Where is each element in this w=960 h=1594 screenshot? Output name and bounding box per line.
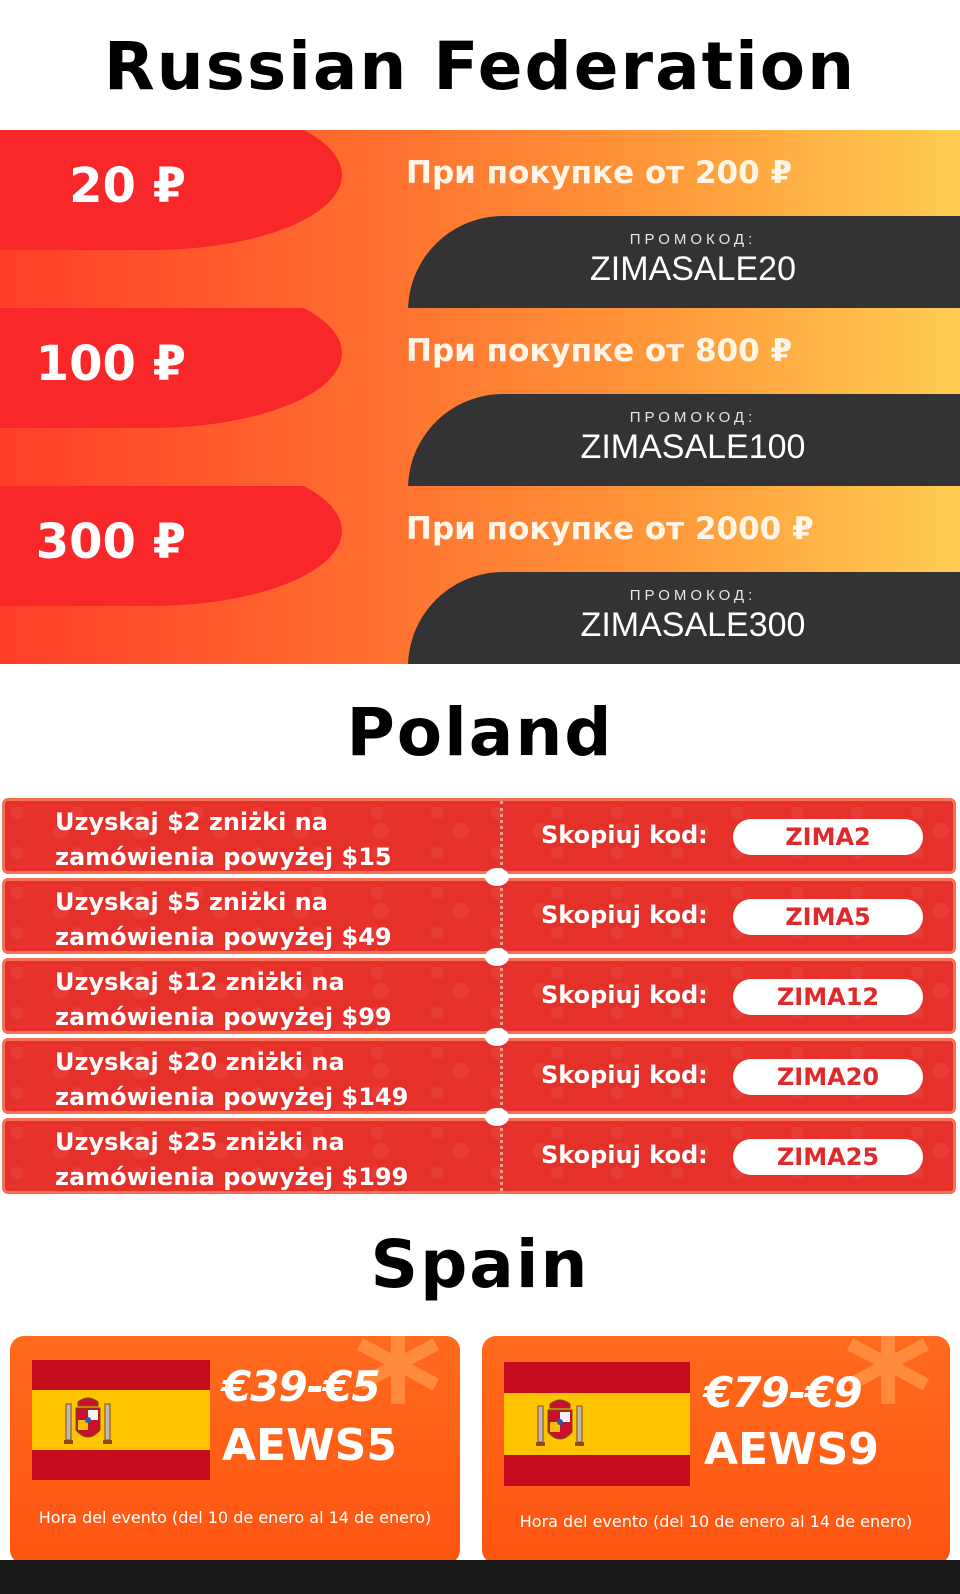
coupon-line-1: Uzyskaj $5 zniżki na (55, 888, 328, 916)
perforation-divider (500, 961, 503, 1031)
coupon-amount: 100 ₽ (35, 336, 186, 392)
poland-coupon-card[interactable]: Uzyskaj $12 zniżki na zamówienia powyżej… (2, 958, 956, 1034)
promo-code-label: ПРОМОКОД: (629, 587, 757, 604)
poland-coupon-card[interactable]: Uzyskaj $20 zniżki na zamówienia powyżej… (2, 1038, 956, 1114)
bottom-bar (0, 1560, 960, 1594)
spain-flag-icon (504, 1362, 690, 1486)
event-time: Hora del evento (del 10 de enero al 14 d… (38, 1508, 432, 1527)
coupon-description: Uzyskaj $12 zniżki na zamówienia powyżej… (55, 965, 392, 1035)
poland-coupon-card[interactable]: Uzyskaj $25 zniżki na zamówienia powyżej… (2, 1118, 956, 1194)
coupon-code-button[interactable]: ZIMA5 (733, 899, 923, 935)
perforation-divider (500, 1041, 503, 1111)
promo-code-panel (408, 394, 960, 486)
coupon-code-button[interactable]: ZIMA12 (733, 979, 923, 1015)
poland-heading: Poland (346, 694, 614, 771)
russia-heading: Russian Federation (103, 28, 857, 105)
copy-code-label: Skopiuj kod: (541, 1141, 708, 1169)
coupon-code[interactable]: AEWS9 (704, 1424, 879, 1475)
perforation-divider (500, 1121, 503, 1191)
copy-code-label: Skopiuj kod: (541, 901, 708, 929)
asterisk-decoration-icon: * (843, 1336, 933, 1492)
promo-code[interactable]: ZIMASALE100 (580, 428, 806, 466)
coupon-line-2: zamówienia powyżej $199 (55, 1163, 409, 1191)
coupon-condition: При покупке от 800 ₽ (406, 333, 793, 369)
event-time: Hora del evento (del 10 de enero al 14 d… (519, 1512, 913, 1531)
coupon-description: Uzyskaj $25 zniżki na zamówienia powyżej… (55, 1125, 408, 1195)
coupon-line-2: zamówienia powyżej $49 (55, 923, 392, 951)
poland-coupon-card[interactable]: Uzyskaj $5 zniżki na zamówienia powyżej … (2, 878, 956, 954)
discount-price: €79-€9 (704, 1368, 863, 1417)
coupon-notch (485, 1108, 509, 1126)
coupon-code-button[interactable]: ZIMA2 (733, 819, 923, 855)
coupon-condition: При покупке от 2000 ₽ (406, 511, 814, 547)
copy-code-label: Skopiuj kod: (541, 1061, 708, 1089)
asterisk-decoration-icon: * (353, 1336, 443, 1492)
promo-code-label: ПРОМОКОД: (629, 231, 757, 248)
coupon-description: Uzyskaj $20 zniżki na zamówienia powyżej… (55, 1045, 408, 1115)
perforation-divider (500, 881, 503, 951)
coupon-line-1: Uzyskaj $2 zniżki na (55, 808, 328, 836)
promo-code-label: ПРОМОКОД: (629, 409, 757, 426)
coupon-line-1: Uzyskaj $12 zniżki na (55, 968, 345, 996)
coat-of-arms-icon (64, 1397, 112, 1444)
russia-coupon-card[interactable]: 300 ₽ При покупке от 2000 ₽ ПРОМОКОД: ZI… (0, 486, 960, 664)
russia-coupon-card[interactable]: 20 ₽ При покупке от 200 ₽ ПРОМОКОД: ZIMA… (0, 130, 960, 308)
coupon-amount: 300 ₽ (35, 514, 186, 570)
coupon-line-2: zamówienia powyżej $149 (55, 1083, 409, 1111)
poland-coupon-card[interactable]: Uzyskaj $2 zniżki na zamówienia powyżej … (2, 798, 956, 874)
spain-heading: Spain (370, 1226, 590, 1303)
coupon-notch (485, 868, 509, 886)
coupon-notch (485, 948, 509, 966)
spain-coupon-card[interactable]: * €39-€5 AEWS5 Hora del evento (del 10 d… (10, 1336, 460, 1564)
spain-flag-icon (32, 1360, 210, 1480)
coupon-code[interactable]: AEWS5 (222, 1420, 397, 1471)
perforation-divider (500, 801, 503, 871)
coupon-line-1: Uzyskaj $25 zniżki na (55, 1128, 345, 1156)
coupon-notch (485, 1028, 509, 1046)
coupon-code-button[interactable]: ZIMA25 (733, 1139, 923, 1175)
coupon-amount: 20 ₽ (69, 158, 186, 214)
promo-code-panel (408, 216, 960, 308)
coupon-condition: При покупке от 200 ₽ (406, 155, 793, 191)
coupon-line-1: Uzyskaj $20 zniżki na (55, 1048, 345, 1076)
spain-coupon-card[interactable]: * €79-€9 AEWS9 Hora del evento (del 10 d… (482, 1336, 950, 1564)
russia-coupon-card[interactable]: 100 ₽ При покупке от 800 ₽ ПРОМОКОД: ZIM… (0, 308, 960, 486)
copy-code-label: Skopiuj kod: (541, 981, 708, 1009)
coupon-line-2: zamówienia powyżej $99 (55, 1003, 392, 1031)
copy-code-label: Skopiuj kod: (541, 821, 708, 849)
promo-code-panel (408, 572, 960, 664)
coat-of-arms-icon (536, 1399, 584, 1446)
coupon-description: Uzyskaj $2 zniżki na zamówienia powyżej … (55, 805, 392, 875)
promo-code[interactable]: ZIMASALE300 (580, 606, 806, 644)
coupon-description: Uzyskaj $5 zniżki na zamówienia powyżej … (55, 885, 392, 955)
coupon-code-button[interactable]: ZIMA20 (733, 1059, 923, 1095)
promo-code[interactable]: ZIMASALE20 (590, 250, 796, 288)
discount-price: €39-€5 (222, 1362, 381, 1411)
coupon-line-2: zamówienia powyżej $15 (55, 843, 392, 871)
